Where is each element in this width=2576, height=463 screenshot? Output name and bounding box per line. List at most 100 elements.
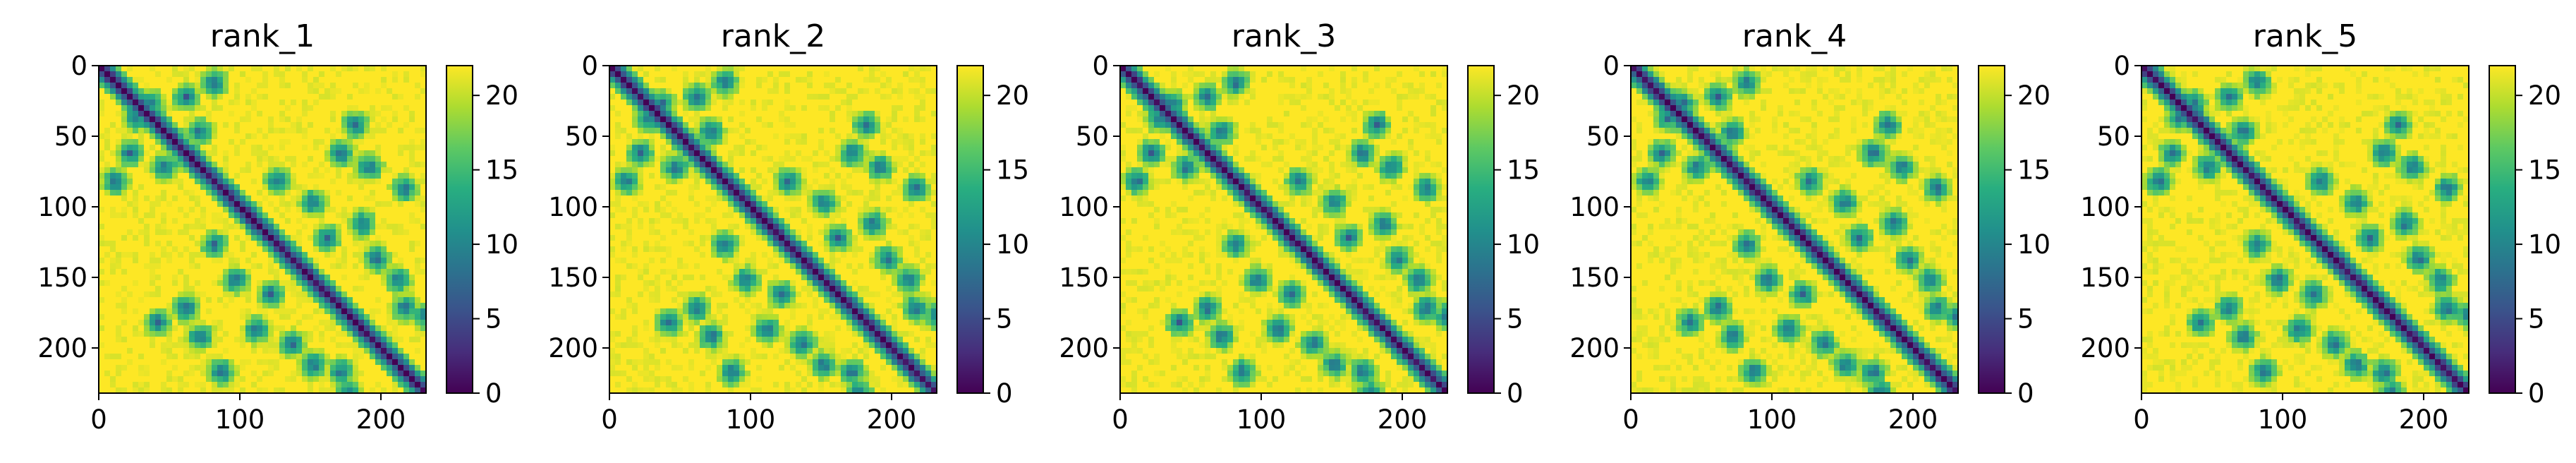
heatmap-cell: [324, 116, 331, 123]
heatmap-cell: [200, 218, 207, 224]
heatmap-cell: [116, 201, 122, 208]
heatmap-cell: [666, 83, 672, 89]
heatmap-cell: [341, 105, 348, 112]
heatmap-cell: [99, 365, 105, 371]
heatmap-cell: [302, 258, 308, 264]
heatmap-cell: [705, 111, 712, 117]
heatmap-cell: [767, 196, 774, 202]
heatmap-cell: [364, 224, 370, 230]
heatmap-cell: [291, 94, 297, 100]
heatmap-cell: [672, 218, 678, 224]
heatmap-cell: [615, 162, 621, 168]
heatmap-cell: [262, 241, 269, 247]
heatmap-cell: [626, 77, 633, 83]
heatmap-cell: [875, 116, 881, 123]
heatmap-cell: [279, 320, 286, 326]
heatmap-cell: [234, 348, 241, 354]
heatmap-cell: [353, 122, 359, 128]
heatmap-cell: [99, 382, 105, 388]
heatmap-cell: [358, 269, 365, 275]
heatmap-cell: [858, 201, 864, 208]
heatmap-cell: [178, 365, 184, 371]
heatmap-cell: [274, 218, 280, 224]
heatmap-cell: [807, 179, 813, 185]
heatmap-cell: [229, 66, 235, 72]
heatmap-cell: [189, 382, 195, 388]
heatmap-cell: [756, 83, 763, 89]
heatmap-cell: [206, 320, 212, 326]
heatmap-cell: [195, 354, 201, 360]
heatmap-cell: [615, 133, 621, 140]
heatmap-cell: [251, 150, 257, 157]
heatmap-cell: [375, 229, 382, 236]
heatmap-cell: [341, 184, 348, 191]
heatmap-cell: [638, 88, 644, 95]
heatmap-cell: [155, 83, 162, 89]
heatmap-cell: [649, 145, 655, 151]
heatmap-cell: [308, 337, 314, 343]
heatmap-cell: [206, 354, 212, 360]
heatmap-cell: [257, 190, 263, 196]
heatmap-cell: [375, 314, 382, 320]
heatmap-cell: [660, 196, 667, 202]
heatmap-cell: [262, 77, 269, 83]
heatmap-cell: [347, 139, 353, 145]
heatmap-cell: [133, 128, 139, 134]
heatmap-cell: [257, 314, 263, 320]
heatmap-cell: [116, 218, 122, 224]
heatmap-cell: [155, 269, 162, 275]
heatmap-cell: [110, 286, 116, 292]
heatmap-cell: [370, 116, 376, 123]
heatmap-cell: [133, 297, 139, 303]
heatmap-cell: [672, 173, 678, 179]
heatmap-cell: [240, 128, 246, 134]
heatmap-cell: [212, 359, 218, 366]
heatmap-cell: [875, 139, 881, 145]
heatmap-cell: [189, 207, 195, 213]
heatmap-cell: [846, 145, 853, 151]
heatmap-cell: [615, 128, 621, 134]
heatmap-cell: [313, 241, 320, 247]
heatmap-cell: [206, 190, 212, 196]
heatmap-cell: [370, 128, 376, 134]
heatmap-cell: [116, 269, 122, 275]
heatmap-cell: [347, 291, 353, 298]
heatmap-cell: [420, 303, 427, 309]
heatmap-cell: [403, 145, 410, 151]
heatmap-cell: [245, 105, 252, 112]
heatmap-cell: [347, 342, 353, 349]
heatmap-cell: [229, 246, 235, 253]
heatmap-cell: [751, 77, 757, 83]
heatmap-cell: [229, 162, 235, 168]
heatmap-cell: [296, 286, 303, 292]
heatmap-cell: [398, 212, 404, 219]
heatmap-cell: [790, 133, 796, 140]
heatmap-cell: [195, 365, 201, 371]
heatmap-cell: [296, 325, 303, 332]
heatmap-cell: [621, 128, 627, 134]
heatmap-cell: [178, 184, 184, 191]
heatmap-cell: [296, 235, 303, 241]
heatmap-cell: [138, 218, 145, 224]
heatmap-cell: [734, 150, 740, 157]
heatmap-cell: [609, 162, 616, 168]
heatmap-cell: [161, 139, 167, 145]
heatmap-cell: [694, 218, 700, 224]
heatmap-cell: [931, 190, 937, 196]
heatmap-cell: [138, 224, 145, 230]
heatmap-cell: [694, 94, 700, 100]
heatmap-cell: [212, 303, 218, 309]
heatmap-cell: [358, 212, 365, 219]
heatmap-cell: [841, 145, 847, 151]
heatmap-cell: [818, 156, 825, 162]
heatmap-cell: [700, 218, 706, 224]
heatmap-cell: [104, 337, 111, 343]
heatmap-cell: [212, 354, 218, 360]
heatmap-cell: [841, 94, 847, 100]
heatmap-cell: [767, 139, 774, 145]
heatmap-cell: [99, 88, 105, 95]
heatmap-cell: [403, 212, 410, 219]
heatmap-cell: [392, 111, 399, 117]
heatmap-cell: [381, 337, 387, 343]
heatmap-cell: [364, 77, 370, 83]
